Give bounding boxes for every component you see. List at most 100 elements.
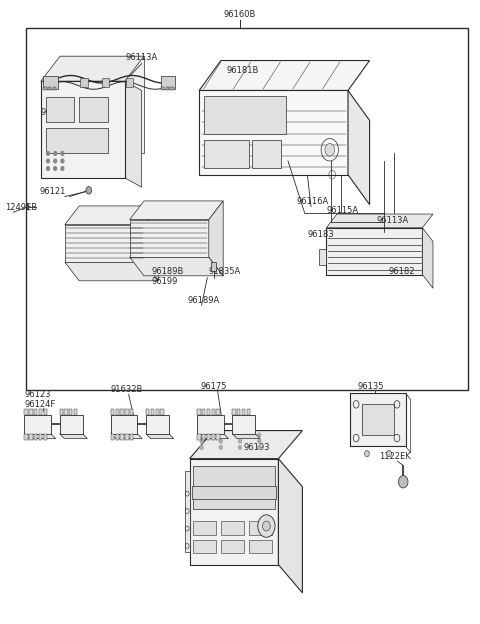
Text: 96113A: 96113A [125,54,158,62]
Polygon shape [130,201,223,220]
Bar [24,434,28,440]
Bar [24,409,28,415]
Bar [43,87,47,90]
Bar [125,434,129,440]
Polygon shape [111,434,142,439]
Circle shape [200,439,203,443]
Bar [111,409,114,415]
Bar [46,128,108,153]
Bar [221,540,244,553]
Text: 96115A: 96115A [326,207,359,215]
Bar [53,87,56,90]
Bar [160,409,164,415]
Bar [207,434,210,440]
Polygon shape [190,431,302,459]
Polygon shape [65,262,158,281]
Bar [197,415,224,434]
Bar [151,409,154,415]
Bar [249,540,272,553]
Bar [120,434,124,440]
Bar [46,97,74,122]
Bar [319,249,326,265]
Text: 96135: 96135 [358,382,384,391]
Circle shape [61,152,64,155]
Bar [48,87,51,90]
Bar [29,434,33,440]
Circle shape [325,144,335,156]
Polygon shape [190,459,278,565]
Text: 96183: 96183 [307,230,334,239]
Bar [43,76,58,89]
Polygon shape [209,201,223,276]
Circle shape [258,515,275,537]
Bar [126,78,133,87]
Bar [60,415,83,434]
Circle shape [365,451,369,457]
Polygon shape [348,90,370,205]
Circle shape [398,475,408,488]
Text: 91632B: 91632B [110,386,143,394]
Bar [116,409,119,415]
Polygon shape [130,257,223,276]
Polygon shape [232,434,260,439]
Polygon shape [65,206,158,225]
Polygon shape [326,228,422,275]
Text: 96199: 96199 [151,277,178,286]
Text: 96123: 96123 [25,391,51,399]
Bar [202,409,205,415]
Bar [146,409,149,415]
Bar [170,87,174,90]
Bar [237,409,240,415]
Bar [161,87,164,90]
Bar [80,78,88,87]
Bar [161,76,175,89]
Text: 1122EK: 1122EK [379,452,411,461]
Circle shape [219,439,222,443]
Bar [64,409,68,415]
Bar [111,434,114,440]
Text: 96189A: 96189A [187,296,219,305]
Circle shape [387,451,392,457]
Text: 1249EB: 1249EB [5,203,37,212]
Bar [116,434,119,440]
Circle shape [258,433,261,437]
Polygon shape [197,434,228,439]
Text: 96191: 96191 [41,108,67,117]
Bar [249,521,272,535]
Bar [156,409,159,415]
Bar [212,434,215,440]
Bar [130,434,133,440]
Text: 96113A: 96113A [377,217,409,225]
Circle shape [239,433,241,437]
Bar [193,521,216,535]
Bar [34,434,37,440]
Bar [202,434,205,440]
Text: 96160B: 96160B [224,10,256,19]
Text: 96182: 96182 [389,268,415,276]
Text: 96121: 96121 [40,187,66,196]
Polygon shape [24,434,56,439]
Text: 96124F: 96124F [25,400,56,409]
Circle shape [61,167,64,170]
Bar [204,96,286,134]
Bar [39,434,42,440]
Bar [197,434,201,440]
Bar [29,409,33,415]
Bar [60,409,63,415]
Bar [204,140,249,168]
Bar [146,415,169,434]
Circle shape [200,446,203,449]
Bar [79,97,108,122]
Bar [44,434,47,440]
Circle shape [263,521,270,531]
Bar [212,409,215,415]
Polygon shape [65,225,144,262]
Bar [207,409,210,415]
Bar [34,409,37,415]
Bar [125,409,129,415]
Circle shape [258,439,261,443]
Circle shape [239,439,241,443]
Bar [211,262,216,271]
Polygon shape [199,90,348,175]
Polygon shape [125,81,142,187]
